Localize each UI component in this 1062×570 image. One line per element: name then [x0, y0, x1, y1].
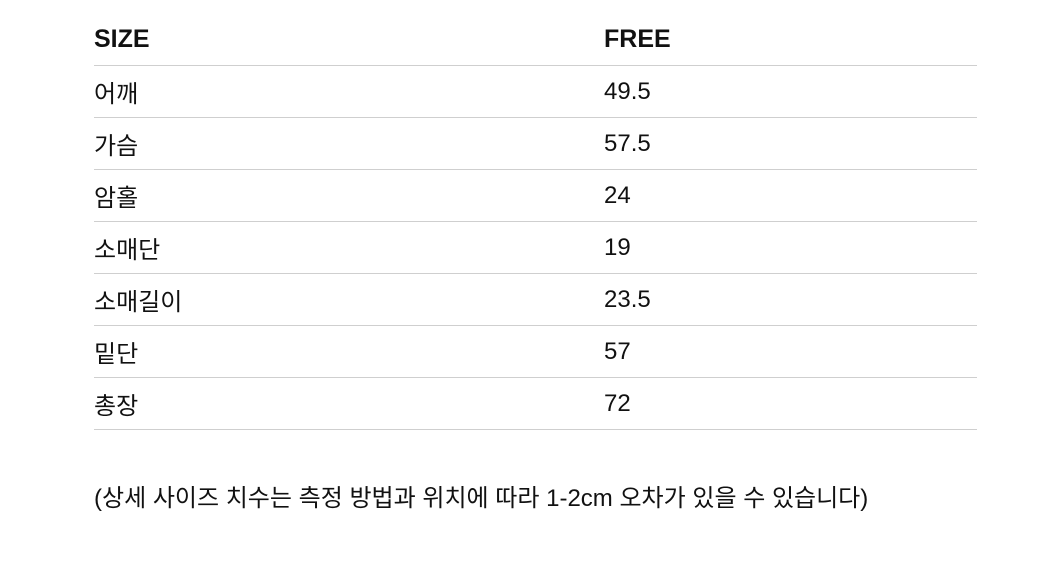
table-row: 소매길이 23.5 — [94, 274, 977, 326]
measurement-value: 72 — [604, 389, 631, 417]
table-row: 암홀 24 — [94, 170, 977, 222]
measurement-label: 가슴 — [94, 133, 139, 160]
table-row: 어깨 49.5 — [94, 66, 977, 118]
measurement-disclaimer: (상세 사이즈 치수는 측정 방법과 위치에 따라 1-2cm 오차가 있을 수… — [94, 485, 869, 512]
measurement-label: 밑단 — [94, 341, 139, 368]
measurement-label: 소매길이 — [94, 289, 183, 316]
table-row: 가슴 57.5 — [94, 118, 977, 170]
measurement-value: 57 — [604, 337, 631, 365]
measurement-label: 어깨 — [94, 81, 139, 108]
measurement-value: 57.5 — [604, 129, 651, 157]
table-row: 소매단 19 — [94, 222, 977, 274]
measurement-label: 총장 — [94, 393, 139, 420]
measurement-value: 49.5 — [604, 77, 651, 105]
measurement-label: 암홀 — [94, 185, 139, 212]
size-table: SIZE FREE 어깨 49.5 가슴 57.5 암홀 24 소매단 19 소… — [94, 14, 977, 430]
measurement-label: 소매단 — [94, 237, 161, 264]
measurement-value: 24 — [604, 181, 631, 209]
size-column-header: SIZE — [94, 25, 150, 53]
table-row: 총장 72 — [94, 378, 977, 430]
table-row: 밑단 57 — [94, 326, 977, 378]
table-header-row: SIZE FREE — [94, 14, 977, 66]
measurement-value: 19 — [604, 233, 631, 261]
free-column-header: FREE — [604, 25, 671, 53]
measurement-value: 23.5 — [604, 285, 651, 313]
